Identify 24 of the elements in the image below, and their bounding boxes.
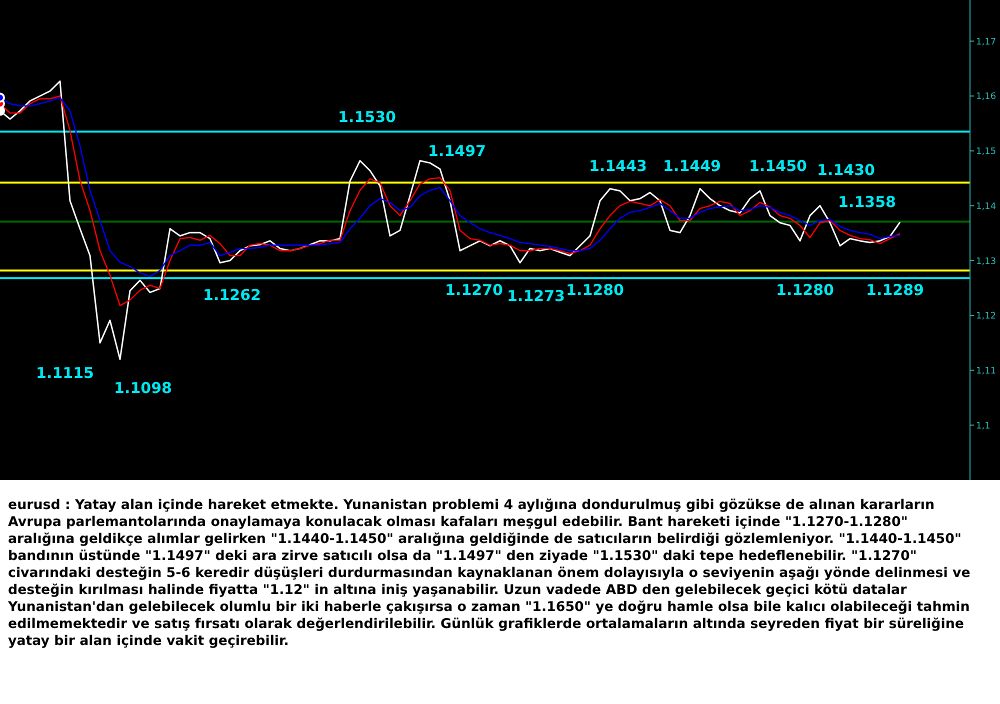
annotation: 1.1115 xyxy=(36,364,94,382)
y-tick-label: 1,1 xyxy=(976,421,990,432)
annotation: 1.1262 xyxy=(203,286,261,304)
annotation: 1.1443 xyxy=(589,157,647,175)
y-tick-label: 1,17 xyxy=(976,37,996,48)
annotation: 1.1280 xyxy=(566,281,624,299)
annotation: 1.1358 xyxy=(838,193,896,211)
y-tick-label: 1,11 xyxy=(976,366,996,376)
annotation: 1.1430 xyxy=(817,161,875,179)
y-tick-label: 1,14 xyxy=(976,202,996,212)
annotation: 1.1270 xyxy=(445,281,503,299)
y-tick-label: 1,15 xyxy=(976,147,996,158)
annotation: 1.1497 xyxy=(428,142,486,160)
text: eurusd : Yatay alan içinde hareket etmekte. Yunanistan problemi 4 aylığına dondurulmuş gibi gözükse de alınan kararların Avrupa parlemantolarında onaylamaya konulacak olması kafaları meşgul edebilir. Bant hareketi içinde "1.1270-1.1280" aralığına geldikçe alımlar gelirken "1.1440-1.1450" aralığına geldiğinde de satıcıların belirdiği gözlemleniyor. "1.1440-1.1450" bandının üstünde "1.1497" deki ara zirve satıcılı olsa da "1.1497" den ziyade "1.1530" daki tepe hedeflenebilir. "1.1270" civarındaki desteğin 5-6 keredir düşüşleri durdurmasından kaynaklanan önem dolayısıyla o seviyenin aşağı yönde delinmesi ve desteğin kırılması halinde fiyatta "1.12" in altına iniş yaşanabilir. Uzun vadede ABD den gelebilecek geçici kötü datalar Yunanistan'dan gelebilecek olumlu bir iki haberle çakışırsa o zaman "1.1650" ye doğru hamle olsa bile kalıcı olabileceği tahmin edilmemektedir ve satış fırsatı olarak değerlendirilebilir. Günlük grafiklerde ortalamaların altında seyreden fiyat bir süreliğine yatay bir alan içinde vakit geçirebilir. xyxy=(8,498,970,649)
y-tick-label: 1,13 xyxy=(976,256,996,267)
annotation: 1.1289 xyxy=(866,281,924,299)
annotation: 1.1450 xyxy=(749,157,807,175)
y-tick-label: 1,12 xyxy=(976,312,996,322)
annotation: 1.1098 xyxy=(114,379,172,397)
annotation: 1.1280 xyxy=(776,281,834,299)
annotation: 1.1449 xyxy=(663,157,721,175)
annotation: 1.1530 xyxy=(338,108,396,126)
annotation: 1.1273 xyxy=(507,287,565,305)
y-tick-label: 1,16 xyxy=(976,92,996,102)
